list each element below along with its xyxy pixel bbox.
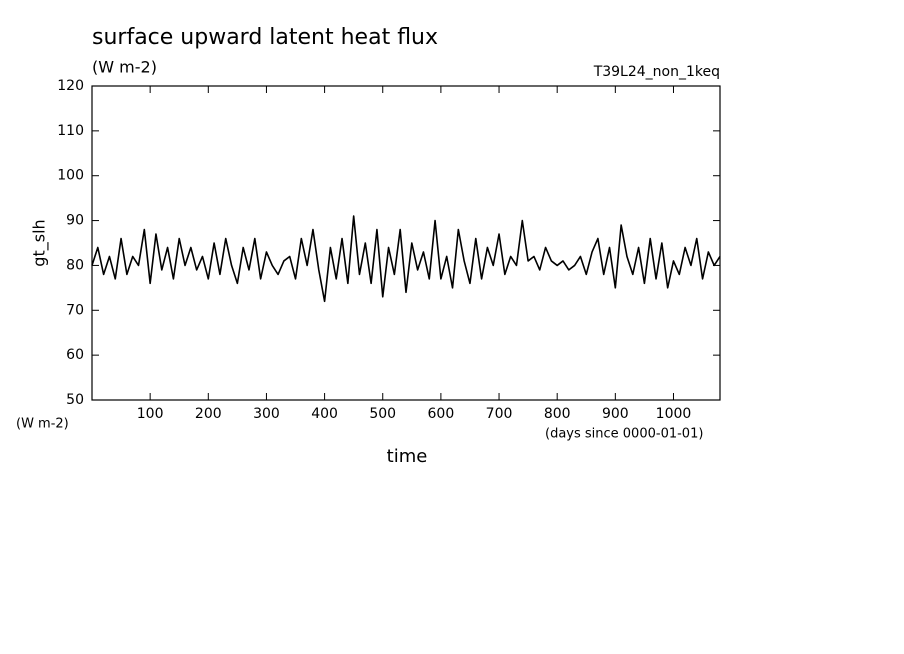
y-tick-label: 80 bbox=[66, 257, 84, 273]
x-tick-label: 400 bbox=[311, 406, 338, 422]
x-tick-label: 200 bbox=[195, 406, 222, 422]
x-tick-label: 1000 bbox=[656, 406, 692, 422]
y-tick-label: 110 bbox=[57, 123, 84, 139]
data-line bbox=[91, 215, 721, 303]
y-unit-label: (W m-2) bbox=[16, 417, 69, 432]
x-tick-label: 600 bbox=[428, 406, 455, 422]
chart-title: surface upward latent heat flux bbox=[92, 25, 438, 50]
run-label: T39L24_non_1keq bbox=[593, 64, 720, 80]
x-tick-label: 800 bbox=[544, 406, 571, 422]
plot-frame bbox=[91, 85, 721, 401]
x-tick-label: 500 bbox=[369, 406, 396, 422]
x-tick-label: 100 bbox=[137, 406, 164, 422]
x-tick-label: 900 bbox=[602, 406, 629, 422]
y-tick-label: 60 bbox=[66, 347, 84, 363]
y-tick-label: 120 bbox=[57, 78, 84, 94]
y-tick-label: 90 bbox=[66, 213, 84, 229]
x-tick-label: 300 bbox=[253, 406, 280, 422]
y-tick-label: 100 bbox=[57, 168, 84, 184]
y-tick-label: 50 bbox=[66, 392, 84, 408]
x-tick-label: 700 bbox=[486, 406, 513, 422]
chart-subtitle: (W m-2) bbox=[92, 58, 157, 77]
x-unit-label: (days since 0000-01-01) bbox=[545, 427, 703, 442]
y-tick-label: 70 bbox=[66, 302, 84, 318]
y-axis-label: gt_slh bbox=[30, 219, 50, 266]
x-axis-label: time bbox=[387, 446, 428, 467]
